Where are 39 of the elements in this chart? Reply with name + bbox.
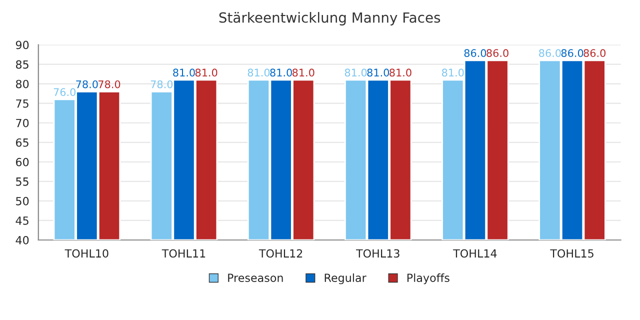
- data-label: 81.0: [292, 68, 314, 77]
- y-tick-label: 85: [16, 60, 28, 69]
- y-tick-label: 60: [16, 158, 29, 166]
- chart-title: Stärkeentwicklung Manny Faces: [219, 12, 440, 26]
- x-tick-label: TOHL10: [64, 249, 108, 258]
- x-tick-label: TOHL14: [453, 249, 497, 258]
- y-tick-label: 80: [16, 80, 29, 88]
- x-tick-label: TOHL11: [162, 249, 206, 258]
- y-tick-label: 90: [16, 40, 29, 50]
- legend-label: Preseason: [228, 274, 283, 282]
- data-label: 86.0: [584, 49, 606, 58]
- data-label: 81.0: [390, 68, 412, 77]
- data-label: 86.0: [464, 49, 486, 58]
- data-label: 81.0: [344, 68, 367, 77]
- y-tick-label: 45: [16, 216, 28, 225]
- x-tick-label: TOHL12: [258, 249, 302, 258]
- data-label: 86.0: [486, 49, 508, 58]
- data-label: 81.0: [367, 68, 390, 77]
- data-label: 78.0: [98, 80, 120, 88]
- y-tick-label: 70: [16, 118, 29, 128]
- y-tick-label: 55: [16, 178, 28, 186]
- y-tick-label: 50: [16, 196, 29, 206]
- x-tick-label: TOHL13: [356, 249, 400, 258]
- data-label: 81.0: [195, 68, 218, 77]
- data-label: 86.0: [539, 49, 561, 58]
- legend-label: Playoffs: [407, 273, 450, 284]
- y-tick-label: 75: [16, 99, 28, 108]
- data-label: 86.0: [561, 49, 584, 58]
- data-label: 78.0: [76, 80, 98, 88]
- data-label: 76.0: [54, 88, 76, 96]
- y-tick-label: 40: [16, 236, 29, 244]
- x-tick-label: TOHL15: [550, 249, 594, 258]
- data-label: 81.0: [270, 68, 292, 77]
- data-label: 78.0: [150, 80, 173, 88]
- data-label: 81.0: [442, 68, 464, 77]
- y-tick-label: 65: [16, 138, 28, 147]
- data-label: 81.0: [173, 68, 195, 77]
- legend-label: Regular: [324, 273, 366, 284]
- data-label: 81.0: [248, 68, 270, 77]
